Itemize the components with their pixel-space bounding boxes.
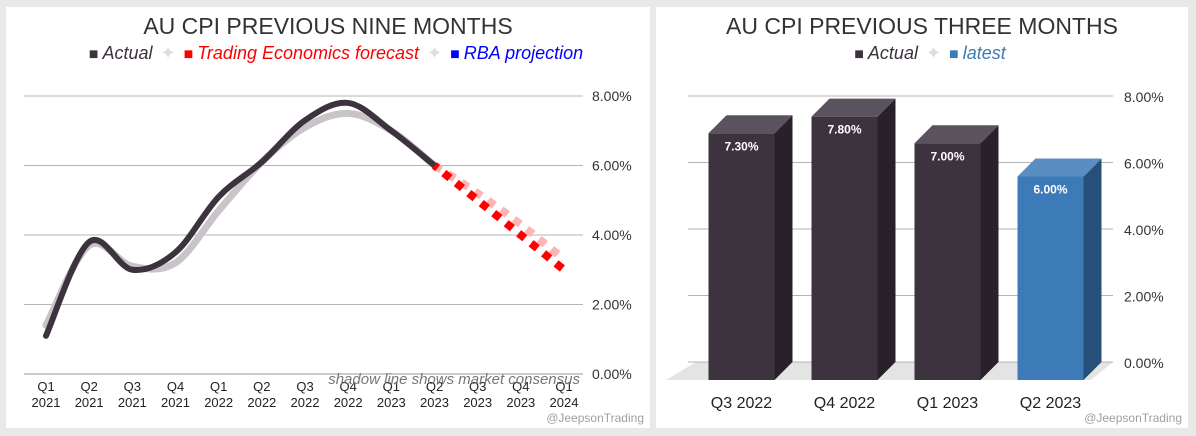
legend-label: Actual: [867, 43, 919, 63]
chart-title: AU CPI PREVIOUS THREE MONTHS: [726, 13, 1118, 39]
legend-separator-icon: ✦: [427, 43, 442, 63]
legend-marker-icon: ■: [450, 46, 460, 63]
y-tick-label: 0.00%: [1124, 355, 1164, 371]
bars: 7.30% 7.80% 7.00% 6.00%: [708, 98, 1102, 381]
legend-marker-icon: ■: [949, 46, 959, 63]
line-chart-panel: AU CPI PREVIOUS NINE MONTHS ■ Actual ✦ ■ Tra…: [6, 7, 650, 428]
y-axis: 0.00% 2.00% 4.00% 6.00% 8.00%: [1124, 89, 1164, 371]
x-tick-label: Q2 2022: [247, 379, 276, 410]
legend-label: RBA projection: [464, 43, 583, 63]
legend-label: Trading Economics forecast: [197, 43, 420, 63]
x-tick-label: Q2 2021: [75, 379, 104, 410]
x-axis: Q1 2021 Q2 2021 Q3 2021 Q4 2021 Q1 2022 Q2 2022 Q3 20…: [32, 379, 579, 410]
x-tick-label: Q3 2022: [711, 395, 772, 412]
bar-side: [877, 98, 896, 381]
x-tick-label: Q4 2022: [334, 379, 363, 410]
bar-chart: AU CPI PREVIOUS THREE MONTHS ■ Actual ✦ ■ la…: [666, 13, 1182, 425]
y-tick-label: 6.00%: [592, 158, 632, 174]
legend-label: Actual: [101, 43, 153, 63]
bar-side: [774, 115, 793, 381]
consensus-annotation: shadow line shows market consensus: [328, 371, 580, 388]
bar-top: [708, 115, 793, 134]
x-tick-label: Q1 2024: [550, 379, 579, 410]
chart-legend: ■ Actual ✦ ■ Trading Economics forecast ✦ ■ RBA…: [89, 43, 583, 63]
chart-legend: ■ Actual ✦ ■ latest: [854, 43, 1006, 63]
y-tick-label: 8.00%: [592, 88, 632, 104]
grid-lines: [24, 95, 583, 375]
chart-title: AU CPI PREVIOUS NINE MONTHS: [143, 13, 512, 39]
legend-separator-icon: ✦: [161, 43, 176, 63]
x-tick-label: Q4 2023: [506, 379, 535, 410]
bar-top: [811, 98, 896, 117]
y-tick-label: 8.00%: [1124, 89, 1164, 105]
bar: [708, 133, 775, 380]
x-tick-label: Q2 2023: [1020, 395, 1081, 412]
x-tick-label: Q3 2023: [463, 379, 492, 410]
x-tick-label: Q1 2021: [32, 379, 61, 410]
consensus-line: [42, 109, 438, 329]
bar-side: [1083, 158, 1102, 380]
bar-value-label: 7.80%: [827, 123, 861, 137]
legend-marker-icon: ■: [854, 46, 864, 63]
bar-value-label: 7.30%: [724, 139, 758, 153]
x-tick-label: Q3 2022: [291, 379, 320, 410]
x-tick-label: Q3 2021: [118, 379, 147, 410]
consensus-forecast-line: [432, 162, 567, 263]
legend-marker-icon: ■: [184, 46, 194, 63]
bar-side: [980, 125, 999, 380]
legend-marker-icon: ■: [89, 46, 99, 63]
bar: [914, 143, 981, 380]
bar-chart-panel: AU CPI PREVIOUS THREE MONTHS ■ Actual ✦ ■ la…: [656, 7, 1188, 428]
y-tick-label: 4.00%: [592, 227, 632, 243]
forecast-line: [431, 162, 567, 273]
x-tick-label: Q2 2023: [420, 379, 449, 410]
legend-entries: ■ Actual ✦ ■ latest: [854, 43, 1006, 63]
watermark: @JeepsonTrading: [546, 411, 644, 425]
bar-value-label: 7.00%: [930, 149, 964, 163]
watermark: @JeepsonTrading: [1084, 411, 1182, 425]
y-tick-label: 0.00%: [592, 366, 632, 382]
bar: [1017, 176, 1084, 380]
bar-value-label: 6.00%: [1033, 183, 1067, 197]
y-axis: 0.00% 2.00% 4.00% 6.00% 8.00%: [592, 88, 632, 382]
x-tick-label: Q1 2023: [377, 379, 406, 410]
y-tick-label: 2.00%: [1124, 289, 1164, 305]
actual-line: [43, 99, 438, 339]
line-chart: AU CPI PREVIOUS NINE MONTHS ■ Actual ✦ ■ Tra…: [24, 13, 644, 425]
x-axis: Q3 2022 Q4 2022 Q1 2023 Q2 2023: [711, 395, 1081, 412]
y-tick-label: 6.00%: [1124, 156, 1164, 172]
bar: [811, 116, 878, 381]
bar-top: [914, 125, 999, 144]
x-tick-label: Q4 2021: [161, 379, 190, 410]
x-tick-label: Q1 2022: [204, 379, 233, 410]
legend-label: latest: [963, 43, 1007, 63]
legend-separator-icon: ✦: [926, 43, 941, 63]
series-lines: [42, 99, 567, 339]
y-tick-label: 2.00%: [592, 297, 632, 313]
x-tick-label: Q4 2022: [814, 395, 875, 412]
bar-top: [1017, 158, 1102, 177]
legend-entries: ■ Actual ✦ ■ Trading Economics forecast ✦ ■ RBA…: [89, 43, 583, 63]
y-tick-label: 4.00%: [1124, 222, 1164, 238]
x-tick-label: Q1 2023: [917, 395, 978, 412]
